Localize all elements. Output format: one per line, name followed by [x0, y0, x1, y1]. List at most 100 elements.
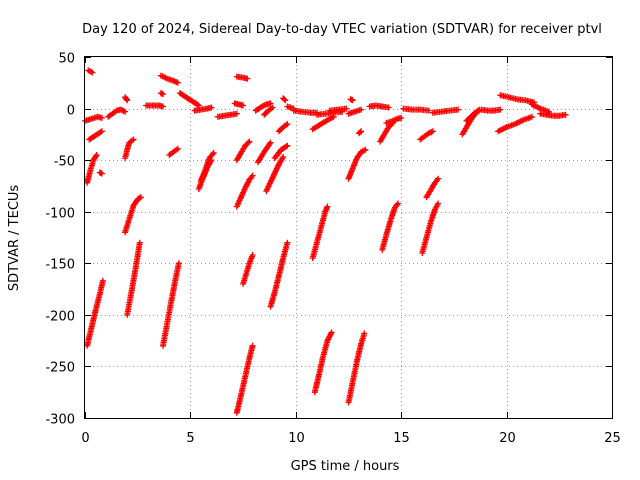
arc-33 [275, 121, 291, 135]
data-point [208, 104, 215, 111]
arc-53 [419, 200, 442, 256]
y-tick-label: -50 [54, 155, 75, 170]
arc-6 [105, 106, 129, 120]
data-point [98, 170, 105, 177]
arc-31 [267, 239, 291, 310]
data-point [86, 68, 93, 75]
arc-45 [345, 330, 368, 406]
data-points [82, 67, 569, 416]
arc-9 [122, 194, 144, 236]
data-point [245, 139, 252, 146]
data-point [282, 97, 289, 104]
data-point [266, 140, 273, 147]
data-point [455, 106, 462, 113]
arc-25 [233, 342, 256, 416]
data-point [160, 91, 166, 98]
data-point [357, 129, 364, 136]
y-tick-labels: 50 0 -50 -100 -150 -200 -250 -300 [45, 52, 75, 428]
arc-50 [379, 200, 401, 253]
x-tick-label: 15 [393, 431, 410, 446]
y-tick-label: -100 [45, 207, 75, 222]
data-point [89, 69, 96, 76]
data-point [122, 108, 129, 115]
data-point [280, 154, 287, 160]
y-tick-label: -250 [45, 361, 75, 376]
data-point [284, 142, 291, 149]
arc-37 [309, 203, 331, 262]
data-point [98, 114, 105, 121]
arc-4 [84, 152, 100, 186]
arc-12 [157, 90, 166, 98]
arc-23 [233, 138, 253, 164]
arc-55 [429, 106, 462, 116]
arc-49 [383, 114, 405, 126]
y-tick-label: -300 [45, 413, 75, 428]
arc-62 [537, 110, 569, 119]
data-point [124, 97, 131, 104]
data-point [281, 96, 288, 103]
data-point [123, 96, 130, 103]
data-point [119, 107, 126, 114]
x-tick-label: 5 [186, 431, 194, 446]
data-point [136, 239, 143, 246]
data-point [267, 100, 274, 107]
y-tick-label: 0 [67, 104, 75, 119]
data-point [97, 129, 104, 136]
arc-8 [122, 136, 137, 162]
data-point [562, 111, 569, 118]
data-point [240, 102, 247, 109]
data-point [283, 143, 290, 150]
data-point [435, 175, 442, 182]
arc-41 [326, 105, 350, 114]
data-point [528, 113, 535, 120]
data-point [174, 79, 181, 86]
data-point [284, 121, 291, 127]
arc-16 [176, 90, 202, 109]
x-tick-label: 10 [288, 431, 305, 446]
y-tick-label: -150 [45, 258, 75, 273]
data-point [92, 153, 99, 160]
arc-59 [497, 92, 537, 106]
arc-3 [96, 169, 105, 177]
y-tick-label: -200 [45, 310, 75, 325]
arc-43 [347, 96, 356, 104]
data-point [249, 252, 256, 258]
data-point [385, 104, 392, 111]
data-point [362, 146, 369, 153]
x-tick-labels: 0 5 10 15 20 25 [81, 431, 620, 446]
arc-46 [356, 128, 365, 137]
data-point [398, 114, 405, 121]
data-point [249, 172, 256, 179]
arc-14 [160, 260, 182, 349]
arc-39 [309, 113, 337, 133]
arc-51 [400, 105, 432, 114]
arc-29 [261, 104, 276, 118]
arc-34 [280, 95, 289, 104]
arc-20 [214, 110, 240, 120]
data-point [210, 149, 217, 156]
data-point [233, 110, 240, 117]
arc-0 [82, 113, 105, 124]
arc-58 [478, 106, 504, 114]
arc-44 [345, 146, 369, 182]
arc-24 [233, 172, 256, 210]
arc-28 [254, 139, 274, 166]
arc-5 [84, 277, 106, 349]
axis-ticks [85, 57, 613, 419]
arc-26 [240, 252, 256, 287]
arc-21 [231, 100, 247, 109]
data-point [358, 128, 365, 135]
x-tick-label: 0 [81, 431, 89, 446]
arc-32 [271, 142, 291, 162]
arc-2 [86, 128, 105, 143]
data-point [361, 330, 368, 337]
data-point [194, 101, 201, 108]
arc-17 [191, 104, 215, 114]
data-point [358, 106, 365, 113]
data-point [435, 200, 442, 207]
data-point [395, 200, 401, 207]
arc-54 [423, 175, 442, 201]
data-point [343, 105, 350, 112]
data-point [137, 194, 144, 201]
data-point [429, 128, 436, 135]
